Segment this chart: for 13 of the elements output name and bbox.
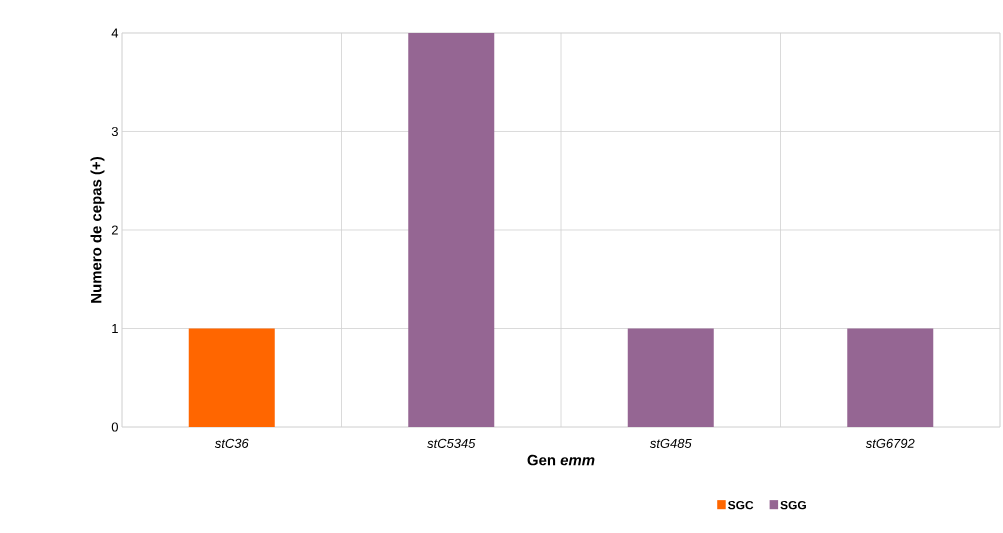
y-tick-label: 3 xyxy=(111,126,118,137)
x-tick-label: stC36 xyxy=(214,438,249,448)
y-tick-label: 2 xyxy=(111,225,118,235)
x-axis-title: Gen emm xyxy=(527,454,595,466)
y-tick-label: 1 xyxy=(112,324,118,333)
x-tick-label: stC5345 xyxy=(427,438,476,448)
y-tick-label: 0 xyxy=(111,422,118,432)
legend-label: SGC xyxy=(728,500,754,510)
y-axis-title: Numero de cepas (+) xyxy=(90,157,105,303)
y-tick-label: 4 xyxy=(111,28,119,38)
legend-label: SGG xyxy=(780,500,806,510)
x-tick-label: stG485 xyxy=(649,438,692,448)
x-tick-label: stG6792 xyxy=(865,438,915,448)
